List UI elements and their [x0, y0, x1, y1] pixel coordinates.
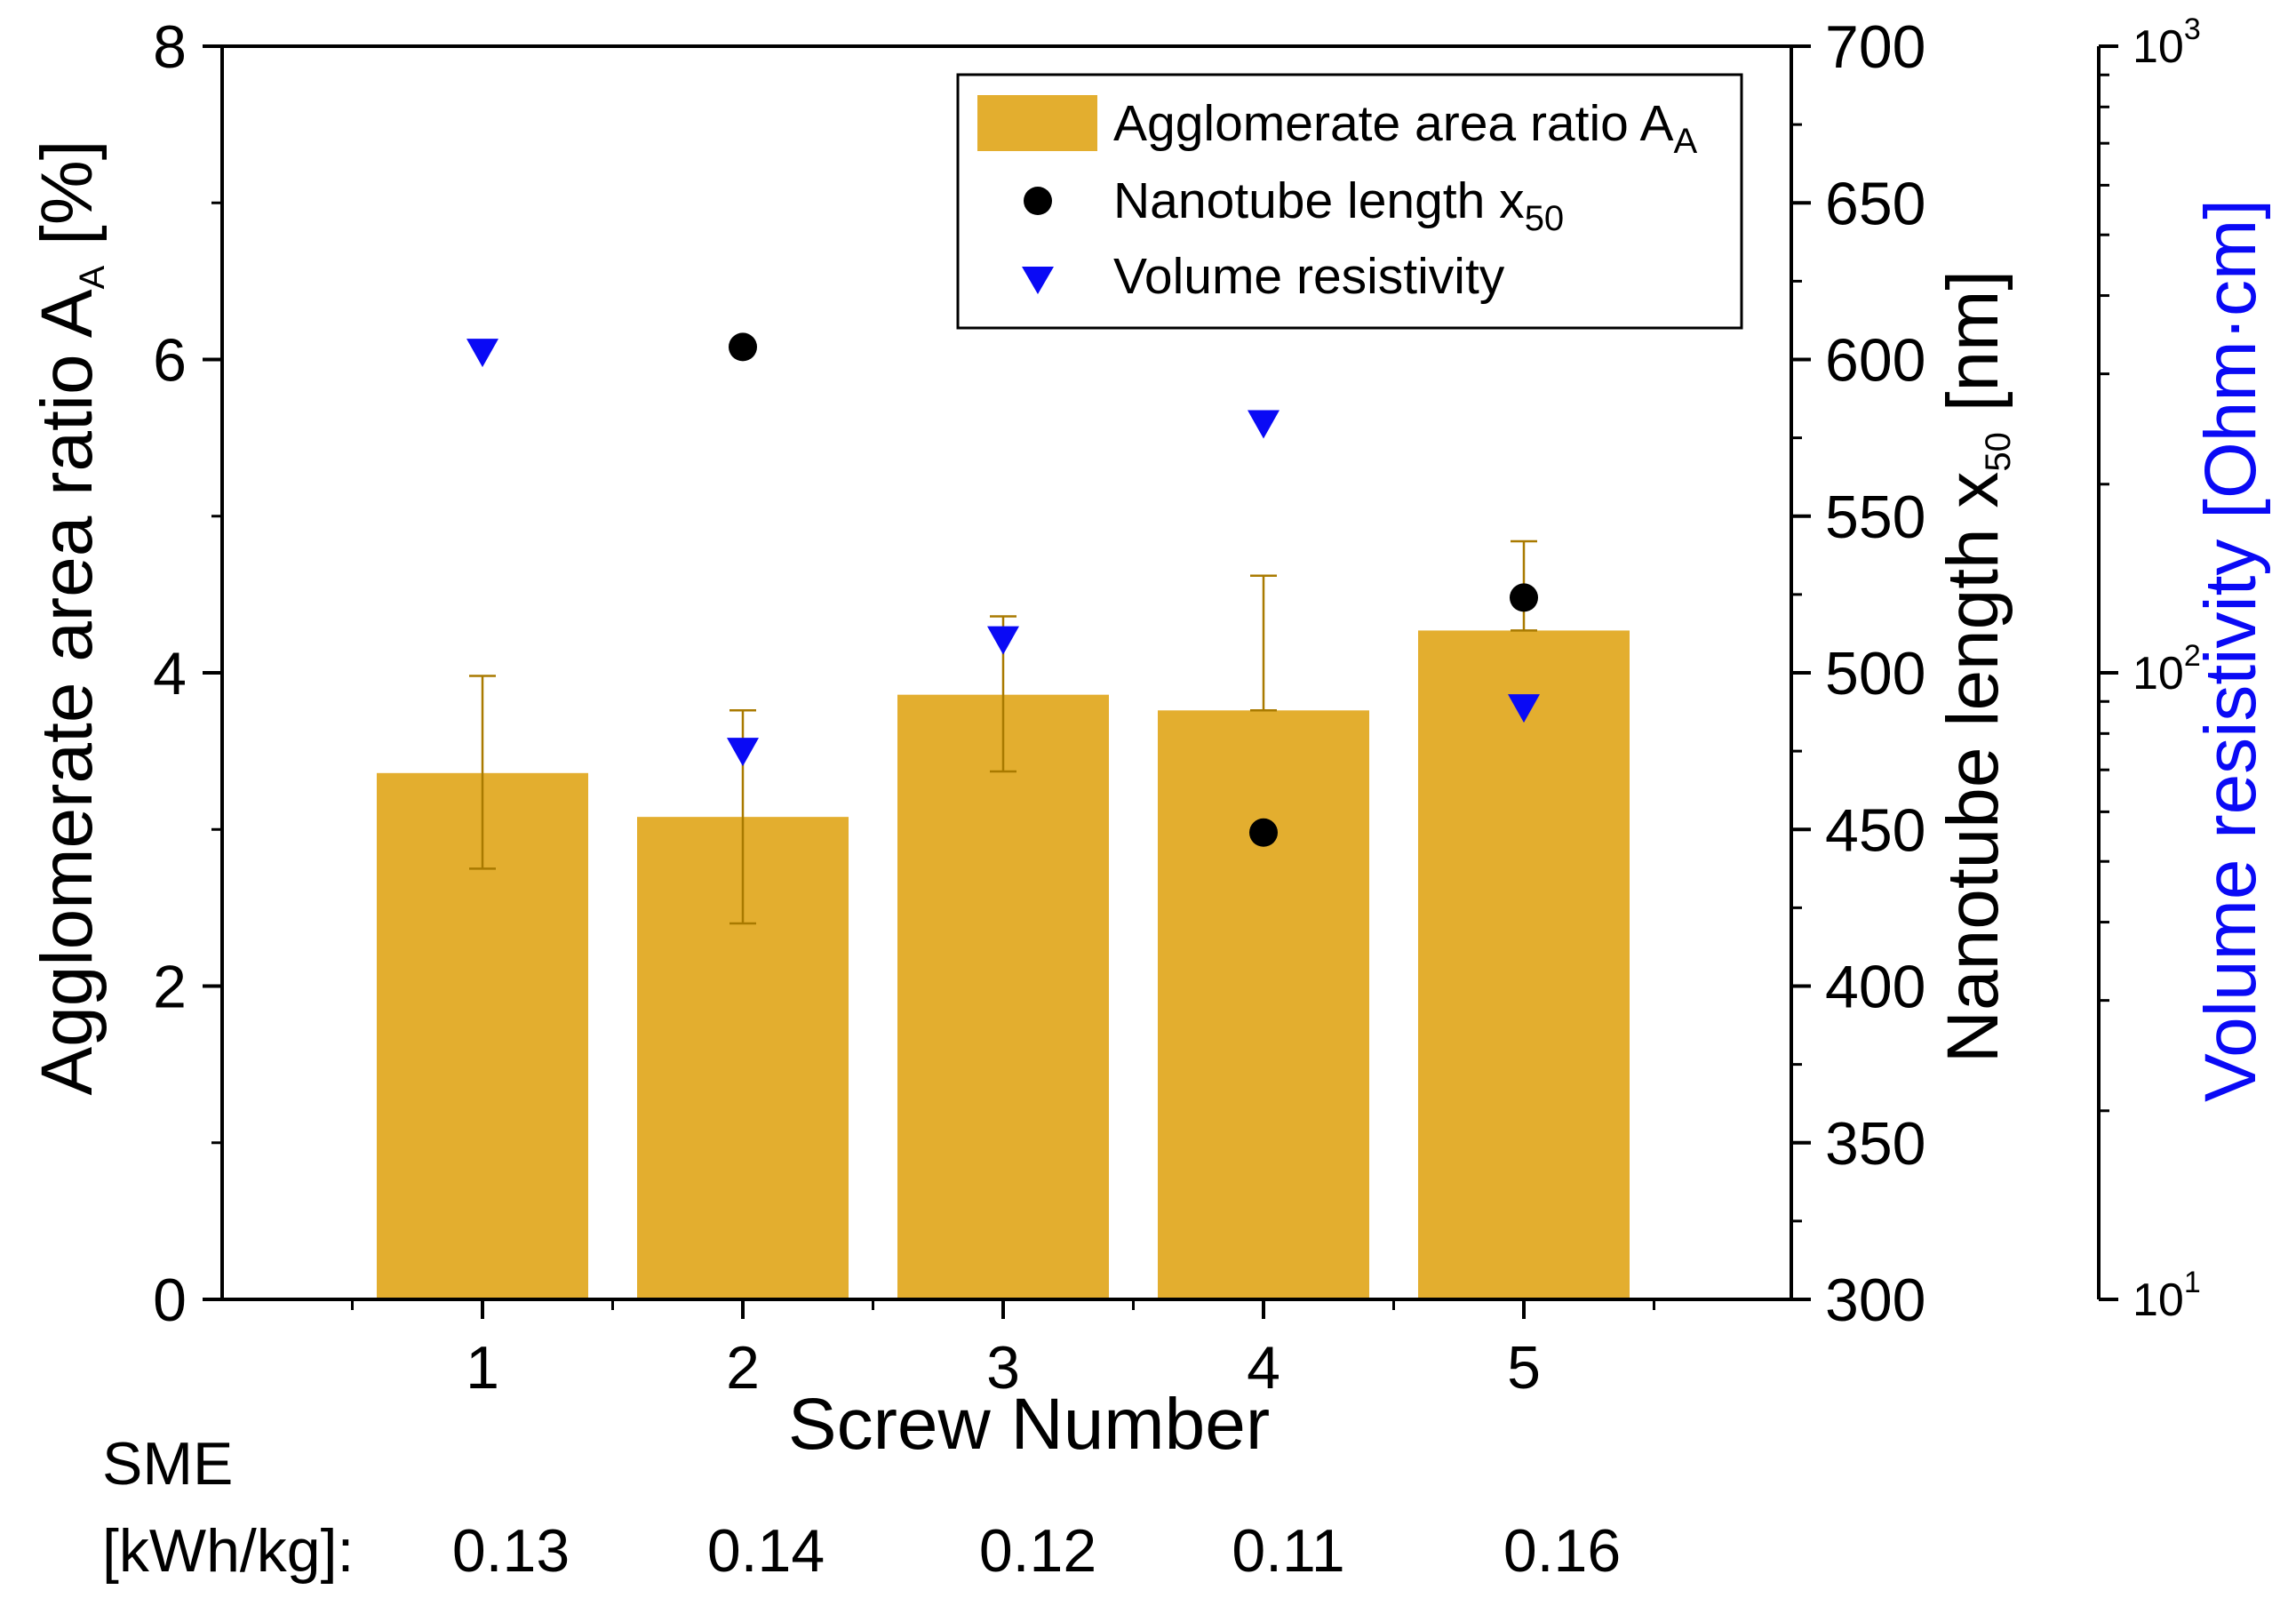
nanotube-tick-label: 550 [1825, 483, 1925, 551]
left-tick-label: 8 [153, 13, 187, 81]
resistivity-point-screw-2 [727, 738, 759, 767]
legend-bar-swatch [977, 95, 1097, 151]
x-tick-label: 5 [1507, 1334, 1541, 1402]
resistivity-tick-label: 101 [2133, 1266, 2201, 1326]
x-tick-label: 4 [1247, 1334, 1280, 1402]
nanotube-point-screw-4 [1249, 818, 1278, 847]
resistivity-point-screw-1 [466, 339, 498, 368]
legend-label-agglomerate: Agglomerate area ratio AA [1113, 95, 1698, 161]
right-axis-title-resistivity: Volume resistivity [Ohm·cm] [2190, 199, 2271, 1102]
left-tick-label: 6 [153, 327, 187, 395]
x-tick-label: 3 [986, 1334, 1020, 1402]
resistivity-tick-label: 102 [2133, 639, 2201, 699]
x-tick-label: 2 [726, 1334, 760, 1402]
bar-screw-5 [1418, 630, 1630, 1299]
sme-value-screw-1: 0.13 [452, 1517, 570, 1585]
legend-marker-resistivity [1022, 267, 1054, 294]
sme-value-screw-5: 0.16 [1503, 1517, 1621, 1585]
x-tick-label: 1 [466, 1334, 499, 1402]
legend-label-resistivity: Volume resistivity [1113, 248, 1505, 305]
legend-marker-nanotube [1024, 187, 1052, 215]
right-axis-title-nanotube: Nanotube length x50 [nm] [1933, 270, 2018, 1063]
sme-value-screw-2: 0.14 [707, 1517, 825, 1585]
legend-label-nanotube: Nanotube length x50 [1113, 172, 1564, 238]
bar-screw-3 [897, 694, 1109, 1299]
nanotube-tick-label: 450 [1825, 796, 1925, 864]
resistivity-point-screw-3 [987, 626, 1019, 655]
legend: Agglomerate area ratio AA Nanotube lengt… [956, 73, 1743, 330]
resistivity-point-screw-4 [1248, 410, 1280, 439]
axes-group: 0 2 4 6 8 1 2 3 4 5 300 350 400 450 500 550 600 650 700 101… [153, 12, 2201, 1402]
sme-label-line2: [kWh/kg]: [102, 1517, 354, 1585]
nanotube-point-screw-2 [729, 332, 757, 362]
nanotube-tick-label: 300 [1825, 1266, 1925, 1334]
sme-label-line1: SME [102, 1430, 233, 1498]
nanotube-tick-label: 350 [1825, 1110, 1925, 1178]
sme-values: 0.13 0.14 0.12 0.11 0.16 [452, 1517, 1621, 1585]
points-group [466, 332, 1540, 847]
nanotube-tick-label: 650 [1825, 170, 1925, 237]
nanotube-tick-label: 400 [1825, 954, 1925, 1021]
left-axis-title: Agglomerate area ratio AA [%] [27, 140, 112, 1095]
bar-screw-4 [1158, 710, 1369, 1299]
nanotube-tick-label: 600 [1825, 327, 1925, 395]
nanotube-tick-label: 500 [1825, 640, 1925, 707]
x-axis-title: Screw Number [788, 1384, 1270, 1465]
resistivity-tick-label: 103 [2133, 12, 2201, 73]
resistivity-point-screw-5 [1508, 694, 1540, 723]
nanotube-point-screw-5 [1510, 583, 1538, 612]
bars-group [377, 630, 1630, 1299]
sme-value-screw-4: 0.11 [1232, 1517, 1344, 1585]
left-tick-label: 0 [153, 1266, 187, 1334]
left-tick-label: 2 [153, 954, 187, 1021]
nanotube-tick-label: 700 [1825, 13, 1925, 81]
left-tick-label: 4 [153, 640, 187, 707]
sme-value-screw-3: 0.12 [979, 1517, 1096, 1585]
